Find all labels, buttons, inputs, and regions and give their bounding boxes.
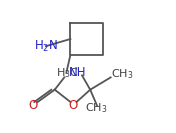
- Text: O: O: [68, 99, 78, 112]
- Text: H$_3$C: H$_3$C: [56, 66, 79, 80]
- Text: CH$_3$: CH$_3$: [85, 101, 108, 115]
- Text: O: O: [28, 99, 37, 112]
- Text: NH: NH: [69, 66, 87, 79]
- Text: CH$_3$: CH$_3$: [111, 67, 134, 81]
- Text: H$_2$N: H$_2$N: [34, 39, 58, 54]
